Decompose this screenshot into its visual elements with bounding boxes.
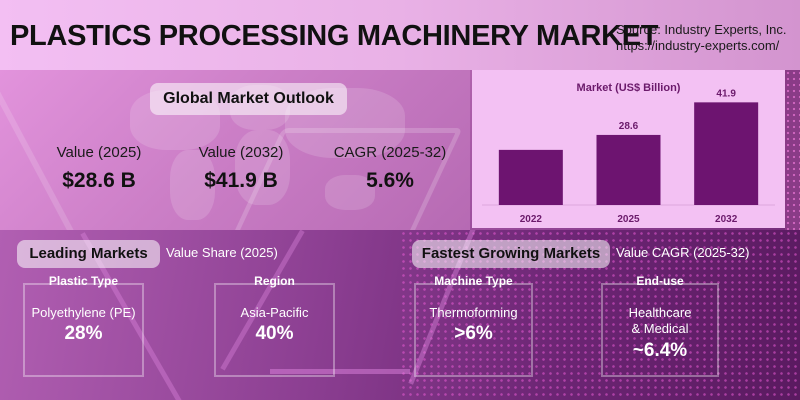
kpi-label: CAGR (2025-32): [333, 144, 447, 161]
bar-2022: [498, 149, 563, 205]
card-region: [214, 283, 335, 377]
chart-title: Market (US$ Billion): [576, 82, 681, 94]
market-bar-chart: 2022 2025 28.6 2032 41.9: [482, 88, 775, 225]
kpi-label: Value (2032): [198, 144, 284, 161]
card-segment-name: Polyethylene (PE): [31, 305, 136, 320]
decorative-dots: [785, 70, 800, 230]
card-header: Plastic Type: [48, 274, 119, 288]
card-end-use: [601, 283, 719, 377]
kpi-value-2025: Value (2025) $28.6 B: [34, 144, 164, 193]
world-map-africa: [235, 130, 290, 205]
card-plastic-type: [23, 283, 144, 377]
fastest-growing-title: Fastest Growing Markets: [412, 240, 610, 268]
world-map-australia: [325, 175, 375, 210]
x-tick-label: 2022: [520, 214, 543, 225]
leading-markets-subtitle: Value Share (2025): [166, 245, 278, 260]
bar-2032: [694, 102, 759, 205]
world-map-americas-south: [170, 150, 215, 220]
leading-markets-title: Leading Markets: [17, 240, 160, 268]
kpi-value: $41.9 B: [204, 169, 278, 192]
card-segment-name: Asia-Pacific: [240, 305, 309, 320]
x-tick-label: 2025: [617, 214, 640, 225]
kpi-value: 5.6%: [366, 169, 414, 192]
global-outlook-panel: Global Market Outlook Value (2025) $28.6…: [0, 70, 470, 230]
card-segment-value: ~6.4%: [632, 340, 688, 361]
kpi-value-2032: Value (2032) $41.9 B: [176, 144, 306, 193]
card-header: End-use: [636, 274, 684, 288]
market-chart-panel: Market (US$ Billion) 2022 2025 28.6 2032 41.…: [472, 70, 785, 228]
card-header: Region: [254, 274, 295, 288]
kpi-label: Value (2025): [56, 144, 142, 161]
card-segment-name: Thermoforming: [429, 305, 518, 320]
card-segment-name: Healthcare & Medical: [628, 305, 692, 336]
decorative-line: [270, 369, 410, 374]
data-label: 28.6: [619, 121, 639, 132]
x-tick-label: 2032: [715, 214, 738, 225]
card-segment-value: >6%: [454, 323, 493, 344]
card-segment-value: 28%: [64, 323, 103, 344]
data-label: 41.9: [716, 88, 736, 99]
header: PLASTICS PROCESSING MACHINERY MARKET Sou…: [0, 0, 800, 70]
markets-section: Leading Markets Value Share (2025) Plast…: [0, 230, 800, 400]
fastest-growing-subtitle: Value CAGR (2025-32): [616, 245, 750, 260]
card-segment-value: 40%: [255, 323, 294, 344]
card-machine-type: [414, 283, 533, 377]
card-header: Machine Type: [434, 274, 513, 288]
global-outlook-title: Global Market Outlook: [150, 83, 347, 115]
kpi-value: $28.6 B: [62, 169, 136, 192]
source-info: Source: Industry Experts, Inc. https://i…: [616, 22, 787, 54]
source-name: Source: Industry Experts, Inc.: [616, 22, 787, 37]
page-title: PLASTICS PROCESSING MACHINERY MARKET: [10, 20, 659, 52]
source-url[interactable]: https://industry-experts.com/: [616, 38, 780, 53]
bar-2025: [596, 134, 661, 205]
kpi-cagr: CAGR (2025-32) 5.6%: [325, 144, 455, 193]
